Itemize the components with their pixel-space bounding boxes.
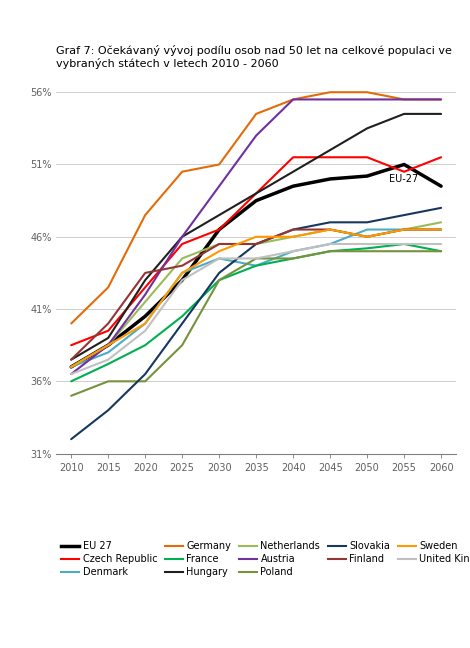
- Legend: EU 27, Czech Republic, Denmark, Germany, France, Hungary, Netherlands, Austria, : EU 27, Czech Republic, Denmark, Germany,…: [61, 541, 470, 577]
- Text: Graf 7: Očekávaný vývoj podílu osob nad 50 let na celkové populaci ve
vybraných : Graf 7: Očekávaný vývoj podílu osob nad …: [56, 45, 452, 69]
- Text: EU-27: EU-27: [389, 174, 419, 184]
